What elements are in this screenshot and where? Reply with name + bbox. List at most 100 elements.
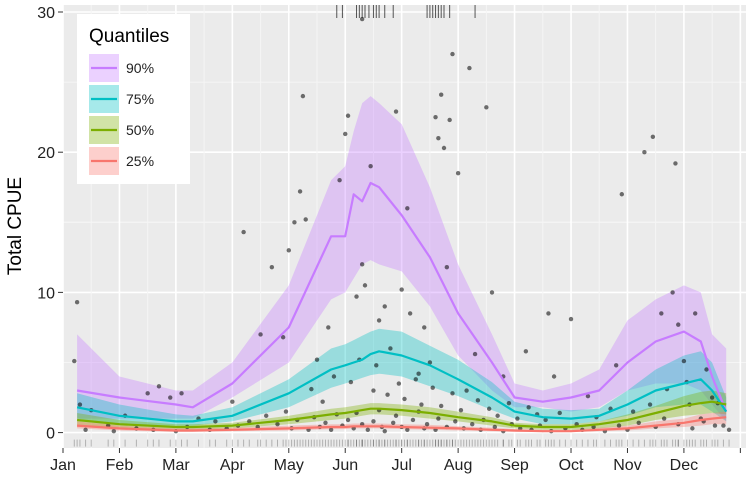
scatter-point	[168, 395, 173, 400]
scatter-point	[557, 410, 562, 416]
scatter-point	[359, 262, 365, 267]
scatter-point	[247, 419, 252, 424]
scatter-point	[320, 399, 325, 404]
legend-item: 25%	[89, 147, 154, 175]
scatter-point	[681, 358, 687, 364]
scatter-point	[444, 264, 450, 270]
scatter-point	[630, 409, 636, 414]
scatter-point	[371, 419, 376, 424]
scatter-point	[515, 416, 520, 421]
scatter-point	[145, 391, 150, 396]
scatter-point	[230, 399, 235, 404]
scatter-point	[388, 346, 393, 351]
scatter-point	[712, 423, 718, 428]
x-tick-label: Jul	[391, 457, 411, 474]
legend-title: Quantiles	[89, 26, 169, 47]
scatter-point	[292, 220, 297, 225]
scatter-point	[371, 388, 376, 393]
scatter-point	[690, 426, 695, 431]
scatter-point	[433, 114, 438, 120]
scatter-point	[77, 402, 83, 407]
series-line-50pct	[76, 400, 727, 429]
scatter-point	[616, 423, 622, 428]
scatter-point	[458, 407, 464, 413]
scatter-point	[636, 420, 641, 425]
scatter-point	[489, 290, 495, 295]
scatter-point	[72, 358, 77, 364]
scatter-point	[328, 427, 334, 432]
scatter-point	[438, 403, 444, 409]
scatter-point	[438, 92, 444, 97]
scatter-point	[365, 427, 371, 432]
scatter-point	[331, 374, 337, 379]
scatter-point	[286, 248, 291, 253]
scatter-point	[396, 381, 402, 386]
scatter-point	[673, 161, 678, 166]
legend-item: 50%	[89, 116, 154, 144]
scatter-point	[385, 392, 390, 397]
scatter-point	[676, 322, 681, 327]
scatter-point	[402, 396, 407, 402]
scatter-point	[280, 335, 286, 340]
scatter-point	[726, 427, 732, 432]
scatter-point	[213, 419, 218, 424]
x-tick-label: Sep	[500, 457, 529, 474]
scatter-point	[156, 384, 162, 389]
scatter-point	[391, 420, 396, 425]
scatter-point	[670, 290, 675, 295]
legend-label: 50%	[126, 122, 154, 138]
scatter-point	[300, 93, 306, 99]
scatter-point	[661, 416, 667, 421]
scatter-point	[467, 65, 472, 71]
scatter-point	[613, 363, 619, 368]
scatter-point	[337, 178, 342, 183]
scatter-point	[475, 398, 481, 403]
scatter-point	[523, 349, 529, 354]
y-axis-title: Total CPUE	[5, 177, 26, 275]
legend-item: 90%	[89, 54, 154, 82]
y-tick-label: 30	[37, 5, 55, 22]
scatter-point	[721, 423, 726, 428]
scatter-point	[348, 379, 354, 385]
series-line-90pct	[76, 181, 728, 413]
scatter-point	[297, 189, 303, 194]
x-tick-label: Oct	[559, 457, 584, 474]
scatter-point	[506, 400, 512, 406]
x-tick-label: Aug	[444, 457, 472, 474]
scatter-point	[74, 300, 80, 305]
scatter-point	[362, 283, 368, 288]
scatter-point	[354, 294, 359, 299]
scatter-point	[241, 229, 246, 235]
y-tick-label: 10	[37, 285, 55, 302]
scatter-point	[410, 417, 416, 423]
x-tick-label: May	[274, 457, 304, 474]
quantile-lines	[76, 181, 728, 433]
scatter-point	[416, 371, 421, 376]
scatter-point	[441, 145, 447, 151]
x-tick-label: Feb	[106, 457, 134, 474]
scatter-point	[303, 217, 308, 222]
scatter-point	[413, 377, 418, 382]
scatter-point	[368, 164, 373, 169]
x-tick-label: Mar	[162, 457, 190, 474]
scatter-point	[393, 413, 399, 418]
scatter-point	[427, 360, 433, 365]
scatter-point	[447, 117, 452, 123]
scatter-point	[419, 402, 424, 407]
scatter-point	[526, 405, 531, 410]
y-tick-label: 20	[37, 145, 55, 162]
scatter-point	[450, 391, 455, 396]
scatter-point	[650, 134, 656, 139]
scatter-point	[264, 413, 269, 418]
scatter-point	[258, 332, 263, 337]
scatter-point	[692, 311, 698, 316]
legend-label: 75%	[126, 91, 154, 107]
scatter-point	[704, 367, 709, 372]
scatter-point	[551, 374, 557, 379]
scatter-point	[376, 318, 382, 323]
scatter-point	[709, 395, 715, 400]
series-line-25pct	[77, 416, 727, 433]
scatter-point	[343, 131, 348, 137]
scatter-point	[111, 428, 117, 434]
